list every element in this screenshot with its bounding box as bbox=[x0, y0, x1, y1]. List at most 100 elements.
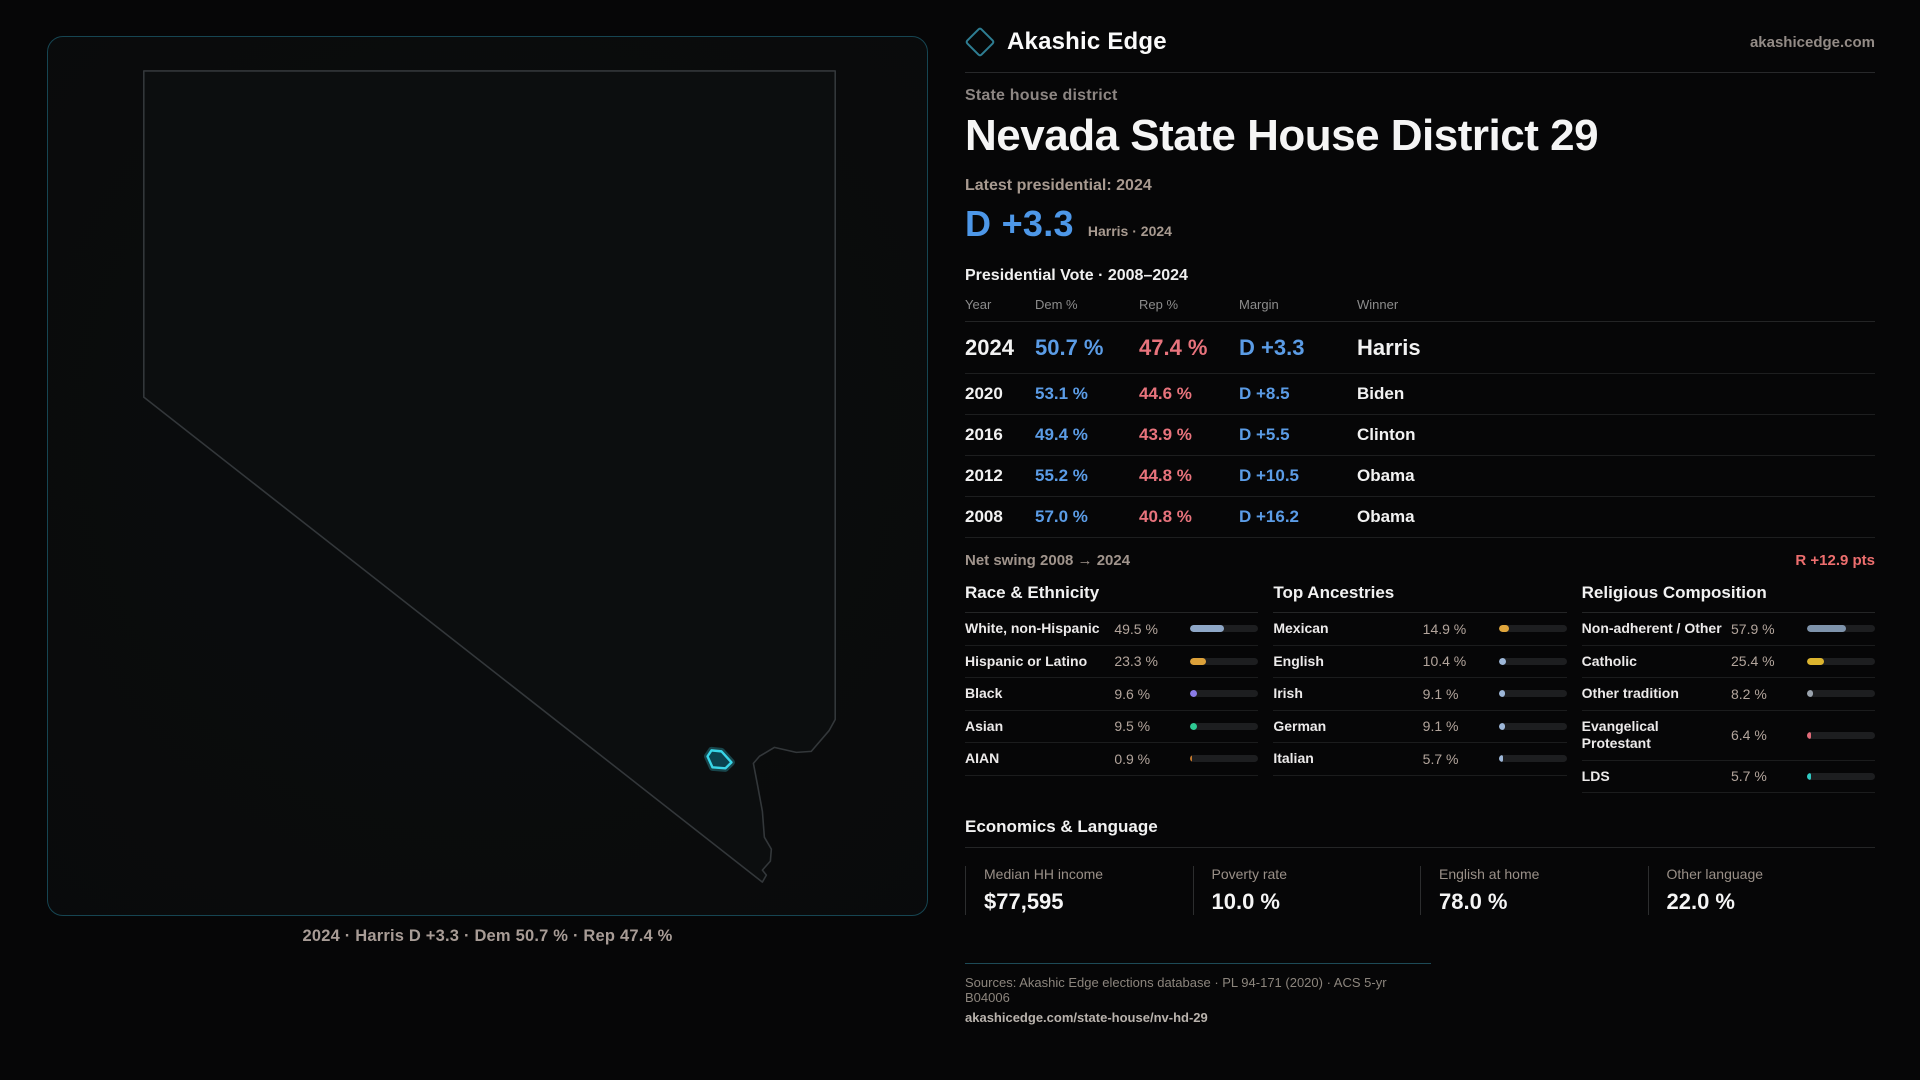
demo-label: Asian bbox=[965, 717, 1004, 734]
col-rep: Rep % bbox=[1139, 297, 1179, 312]
bar-track bbox=[1807, 690, 1875, 698]
bar-fill bbox=[1498, 657, 1506, 665]
demo-value: 6.4 % bbox=[1731, 727, 1767, 743]
bar-track bbox=[1190, 657, 1259, 665]
demo-value: 25.4 % bbox=[1731, 653, 1775, 670]
table-row: 2020 53.1 % 44.6 % D +8.5 Biden bbox=[965, 374, 1875, 415]
bar-track bbox=[1807, 625, 1875, 633]
demo-label: Evangelical Protestant bbox=[1581, 717, 1659, 752]
bar-track bbox=[1807, 731, 1875, 739]
list-item: Catholic 25.4 % bbox=[1581, 646, 1875, 678]
bar-fill bbox=[1190, 722, 1197, 730]
demo-label: Hispanic or Latino bbox=[965, 652, 1088, 669]
list-item: Italian 5.7 % bbox=[1273, 743, 1567, 776]
cell-winner: Harris bbox=[1357, 335, 1421, 360]
bar-track bbox=[1498, 690, 1567, 698]
list-item: AIAN 0.9 % bbox=[965, 743, 1259, 776]
vote-table-header: Year Dem % Rep % Margin Winner bbox=[965, 297, 1875, 322]
bar-fill bbox=[1498, 625, 1509, 633]
table-row: 2024 50.7 % 47.4 % D +3.3 Harris bbox=[965, 322, 1875, 374]
brand: Akashic Edge bbox=[964, 26, 1167, 58]
demo-label: Other tradition bbox=[1581, 685, 1679, 701]
cell-margin: D +5.5 bbox=[1239, 425, 1290, 444]
vote-table: Year Dem % Rep % Margin Winner 2024 50.7… bbox=[965, 297, 1875, 538]
stat-label: Median HH income bbox=[984, 866, 1104, 882]
cell-year: 2020 bbox=[965, 384, 1003, 403]
cell-rep: 43.9 % bbox=[1139, 425, 1192, 444]
col-margin: Margin bbox=[1239, 297, 1279, 312]
header: Akashic Edge akashicedge.com bbox=[964, 0, 1875, 73]
bar-fill bbox=[1807, 657, 1825, 665]
demo-value: 49.5 % bbox=[1114, 620, 1158, 637]
stat-label: Other language bbox=[1666, 866, 1764, 882]
table-row: 2012 55.2 % 44.8 % D +10.5 Obama bbox=[965, 456, 1875, 497]
demo-value: 8.2 % bbox=[1731, 685, 1767, 702]
cell-margin: D +16.2 bbox=[1239, 507, 1300, 526]
bar-fill bbox=[1807, 625, 1847, 633]
list-item: White, non-Hispanic 49.5 % bbox=[965, 613, 1259, 646]
bar-track bbox=[1190, 690, 1259, 698]
cell-rep: 44.6 % bbox=[1139, 384, 1192, 403]
cell-margin: D +10.5 bbox=[1239, 466, 1300, 485]
bar-track bbox=[1807, 657, 1875, 665]
district-map-panel bbox=[47, 36, 928, 916]
report-panel: Akashic Edge akashicedge.com State house… bbox=[964, 0, 1875, 1025]
demo-value: 5.7 % bbox=[1731, 768, 1767, 785]
demo-value: 5.7 % bbox=[1422, 750, 1459, 767]
cell-rep: 44.8 % bbox=[1139, 466, 1192, 485]
bar-track bbox=[1190, 722, 1259, 730]
list-item: Mexican 14.9 % bbox=[1273, 613, 1567, 646]
bar-track bbox=[1498, 755, 1567, 763]
nevada-map bbox=[142, 70, 837, 883]
latest-presidential-label: Latest presidential: 2024 bbox=[965, 177, 1152, 194]
bar-fill bbox=[1190, 625, 1224, 633]
col-year: Year bbox=[965, 297, 992, 312]
net-swing-label: Net swing 2008 → 2024 bbox=[965, 552, 1131, 569]
demo-label: AIAN bbox=[965, 750, 1000, 766]
demo-label: German bbox=[1273, 717, 1327, 734]
col-dem: Dem % bbox=[1035, 297, 1078, 312]
demo-value: 9.5 % bbox=[1114, 718, 1151, 735]
stat-other-language: Other language 22.0 % bbox=[1647, 866, 1876, 915]
bar-fill bbox=[1190, 657, 1207, 665]
demo-label: English bbox=[1273, 652, 1324, 669]
site-link[interactable]: akashicedge.com bbox=[1749, 33, 1875, 51]
stat-poverty-rate: Poverty rate 10.0 % bbox=[1192, 866, 1421, 915]
demo-label: LDS bbox=[1581, 767, 1610, 784]
bar-track bbox=[1498, 722, 1567, 730]
permalink[interactable]: akashicedge.com/state-house/nv-hd-29 bbox=[965, 1010, 1208, 1025]
list-item: Asian 9.5 % bbox=[965, 711, 1259, 743]
bar-track bbox=[1498, 657, 1567, 665]
stat-value: $77,595 bbox=[984, 889, 1064, 914]
stat-value: 78.0 % bbox=[1439, 889, 1508, 914]
bar-fill bbox=[1190, 755, 1193, 763]
map-caption: 2024 · Harris D +3.3 · Dem 50.7 % · Rep … bbox=[302, 927, 673, 945]
brand-name: Akashic Edge bbox=[1007, 28, 1167, 55]
economics-stats: Median HH income $77,595 Poverty rate 10… bbox=[965, 866, 1875, 915]
economics-title: Economics & Language bbox=[965, 817, 1875, 848]
list-item: German 9.1 % bbox=[1273, 711, 1567, 743]
demo-label: Non-adherent / Other bbox=[1581, 620, 1722, 636]
demo-value: 14.9 % bbox=[1422, 620, 1467, 637]
demo-value: 23.3 % bbox=[1114, 653, 1158, 670]
kicker: State house district bbox=[965, 87, 1118, 104]
list-item: Hispanic or Latino 23.3 % bbox=[965, 646, 1259, 678]
table-row: 2008 57.0 % 40.8 % D +16.2 Obama bbox=[965, 497, 1875, 538]
bar-fill bbox=[1807, 731, 1812, 739]
bar-fill bbox=[1807, 690, 1813, 698]
cell-winner: Clinton bbox=[1357, 425, 1416, 444]
cell-dem: 57.0 % bbox=[1035, 507, 1088, 526]
demographics: Race & Ethnicity White, non-Hispanic 49.… bbox=[965, 583, 1875, 793]
stat-label: Poverty rate bbox=[1211, 866, 1287, 882]
page-title: Nevada State House District 29 bbox=[965, 111, 1599, 160]
net-swing-row: Net swing 2008 → 2024 R +12.9 pts bbox=[965, 538, 1875, 579]
cell-dem: 55.2 % bbox=[1035, 466, 1088, 485]
demo-label: Black bbox=[965, 685, 1003, 701]
cell-dem: 53.1 % bbox=[1035, 384, 1088, 403]
section-title: Religious Composition bbox=[1581, 583, 1875, 613]
stat-value: 22.0 % bbox=[1666, 889, 1736, 914]
list-item: Other tradition 8.2 % bbox=[1581, 678, 1875, 711]
cell-winner: Biden bbox=[1357, 384, 1405, 403]
stat-label: English at home bbox=[1439, 866, 1540, 882]
net-swing-value: R +12.9 pts bbox=[1795, 552, 1875, 569]
